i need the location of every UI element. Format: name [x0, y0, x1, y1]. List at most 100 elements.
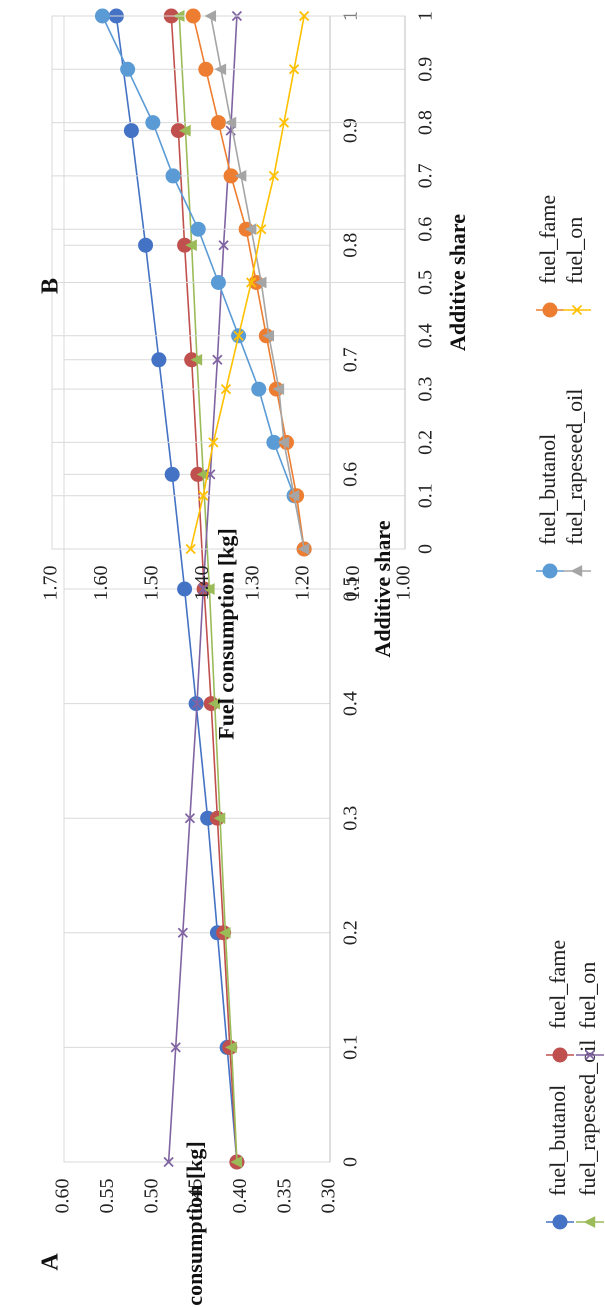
x-marker-stroke	[212, 354, 223, 365]
legend-item: fuel_rapeseed_oil	[575, 1040, 604, 1228]
data-point	[214, 63, 227, 76]
data-point	[123, 123, 139, 139]
data-point	[212, 354, 223, 365]
data-point	[230, 1156, 243, 1168]
data-point	[244, 223, 257, 236]
legend-label: fuel_rapeseed_oil	[575, 1040, 600, 1196]
x-marker-stroke	[218, 240, 229, 251]
legend-marker	[542, 302, 558, 318]
data-point	[163, 1156, 174, 1168]
x-axis-title: Additive share	[370, 520, 395, 657]
legend-marker	[584, 1049, 596, 1061]
x-marker-stroke	[246, 277, 257, 288]
data-point	[138, 237, 154, 253]
data-point	[251, 381, 267, 397]
panel-label: B	[38, 278, 64, 294]
x-tick-label: 0.4	[340, 691, 362, 716]
data-point	[177, 237, 193, 253]
legend-item: fuel_fame	[545, 940, 574, 1063]
data-point	[278, 117, 290, 128]
x-tick-label: 0.4	[415, 323, 437, 348]
x-marker-stroke	[256, 224, 267, 235]
x-tick-label: 0	[415, 544, 437, 554]
y-tick-label: 0.55	[96, 1179, 118, 1214]
data-point	[165, 168, 181, 184]
data-point	[185, 8, 201, 24]
data-point	[218, 240, 229, 251]
data-point	[208, 437, 219, 448]
legend-marker	[552, 1214, 568, 1230]
legend-item: fuel_fame	[535, 195, 564, 318]
x-tick-label: 0.5	[415, 270, 437, 295]
data-point	[256, 224, 267, 235]
data-point	[208, 697, 220, 710]
data-point	[254, 276, 267, 289]
x-tick-label: 0.6	[340, 462, 362, 487]
x-marker-stroke	[198, 583, 209, 595]
legend-item: fuel_butanol	[545, 1085, 574, 1230]
data-point	[198, 61, 214, 77]
data-point	[190, 221, 206, 237]
x-tick-label: 0.7	[340, 347, 362, 372]
data-point	[272, 383, 285, 395]
x-marker-stroke	[584, 1049, 596, 1061]
y-tick-label: 0.30	[318, 1179, 340, 1214]
data-point	[185, 543, 196, 555]
data-point	[220, 383, 232, 395]
legend-item: fuel_on	[562, 217, 591, 316]
series-fuel_rapeseed_oil	[204, 10, 310, 555]
data-point	[218, 926, 231, 939]
y-tick-label: 1.20	[292, 566, 314, 601]
legend-item: fuel_butanol	[535, 434, 564, 579]
data-point	[94, 8, 110, 24]
data-point	[190, 353, 203, 366]
x-tick-label: 0.9	[415, 57, 437, 82]
y-tick-label: 0.60	[52, 1179, 74, 1214]
y-axis-title: Fuel consumption [kg]	[214, 528, 239, 739]
legend-label: fuel_fame	[535, 195, 560, 284]
x-tick-label: 0.6	[415, 217, 437, 242]
y-tick-label: 0.35	[273, 1179, 295, 1214]
y-axis-title: Fuel consumption [kg]	[182, 1141, 207, 1307]
data-point	[277, 436, 290, 449]
x-marker-stroke	[278, 117, 290, 128]
y-tick-label: 1.50	[140, 566, 162, 601]
legend-marker	[583, 1216, 596, 1228]
data-point	[266, 434, 282, 450]
x-tick-label: 0.9	[340, 118, 362, 143]
y-tick-label: 1.30	[241, 566, 263, 601]
data-point	[224, 116, 237, 129]
legend-item: fuel_on	[575, 962, 604, 1061]
data-point	[198, 490, 209, 501]
x-marker-stroke	[268, 170, 280, 182]
series-fuel_butanol	[94, 8, 312, 557]
legend-label: fuel_rapeseed_oil	[562, 389, 587, 545]
legend-label: fuel_butanol	[545, 1085, 570, 1196]
data-point	[185, 239, 197, 252]
data-point	[170, 1042, 181, 1053]
x-tick-label: 0.5	[340, 577, 362, 602]
y-tick-label: 0.50	[140, 1179, 162, 1214]
x-tick-label: 0.2	[415, 430, 437, 455]
legend-marker	[552, 1047, 568, 1063]
data-point	[145, 115, 161, 131]
data-point	[177, 927, 188, 938]
x-marker-stroke	[184, 813, 196, 824]
x-marker-stroke	[571, 304, 583, 316]
y-tick-label: 0.40	[229, 1179, 251, 1214]
legend-marker	[570, 565, 583, 577]
y-tick-label: 1.10	[342, 566, 364, 601]
series-fuel_rapeseed_oil	[172, 10, 243, 1168]
x-marker-stroke	[208, 437, 219, 448]
x-tick-label: 0.7	[415, 163, 437, 188]
data-point	[287, 489, 300, 502]
x-tick-label: 0.2	[340, 920, 362, 945]
legend-item: fuel_rapeseed_oil	[562, 389, 591, 577]
x-marker-stroke	[288, 64, 300, 75]
y-tick-label: 1.40	[191, 566, 213, 601]
data-point	[299, 10, 310, 22]
legend-marker	[571, 304, 583, 316]
legend-label: fuel_butanol	[535, 434, 560, 545]
